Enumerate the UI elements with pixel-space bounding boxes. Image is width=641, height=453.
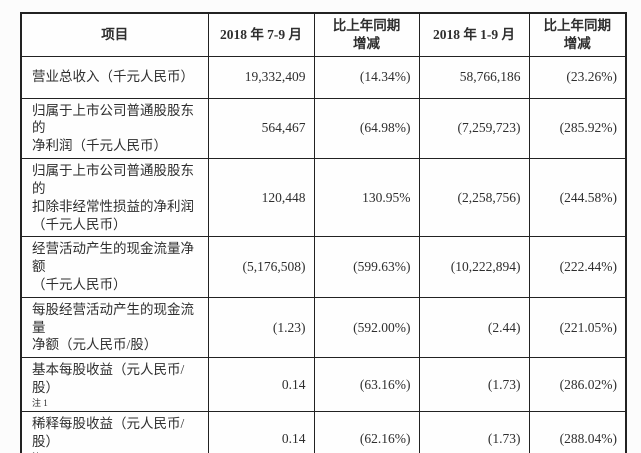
cell-jan-sep-2018: (7,259,723) bbox=[418, 97, 530, 160]
row-label: 稀释每股收益（元人民币/股） bbox=[32, 416, 185, 449]
cell-q-change: (14.34%) bbox=[313, 55, 420, 99]
cell-jul-sep-2018: 120,448 bbox=[207, 158, 315, 238]
cell-jan-sep-2018: 58,766,186 bbox=[418, 55, 530, 99]
cell-ytd-change: (285.92%) bbox=[528, 97, 627, 160]
table-row-net-profit: 归属于上市公司普通股股东的 净利润（千元人民币） 564,467 (64.98%… bbox=[20, 97, 627, 160]
cell-item: 归属于上市公司普通股股东的 扣除非经常性损益的净利润 （千元人民币） bbox=[20, 158, 209, 238]
column-header-ytd-change: 比上年同期 增减 bbox=[528, 12, 627, 57]
column-header-jul-sep-2018: 2018 年 7-9 月 bbox=[207, 12, 315, 57]
cell-jul-sep-2018: 0.14 bbox=[207, 411, 315, 453]
cell-jan-sep-2018: (10,222,894) bbox=[418, 236, 530, 298]
table-row-diluted-eps: 稀释每股收益（元人民币/股） 注 2 0.14 (62.16%) (1.73) (… bbox=[20, 411, 627, 453]
cell-jan-sep-2018: (2,258,756) bbox=[418, 158, 530, 238]
cell-ytd-change: (288.04%) bbox=[528, 411, 627, 453]
cell-item: 营业总收入（千元人民币） bbox=[20, 55, 209, 99]
cell-q-change: (599.63%) bbox=[313, 236, 420, 298]
cell-jul-sep-2018: 0.14 bbox=[207, 357, 315, 413]
table-header-row: 项目 2018 年 7-9 月 比上年同期 增减 2018 年 1-9 月 比上… bbox=[20, 12, 627, 57]
cell-jan-sep-2018: (1.73) bbox=[418, 357, 530, 413]
cell-jan-sep-2018: (1.73) bbox=[418, 411, 530, 453]
cell-jan-sep-2018: (2.44) bbox=[418, 296, 530, 359]
cell-item: 基本每股收益（元人民币/股） 注 1 bbox=[20, 357, 209, 413]
quarterly-financial-summary-table: 项目 2018 年 7-9 月 比上年同期 增减 2018 年 1-9 月 比上… bbox=[20, 12, 627, 453]
table-row-basic-eps: 基本每股收益（元人民币/股） 注 1 0.14 (63.16%) (1.73) (… bbox=[20, 357, 627, 413]
footnote-marker-1: 注 1 bbox=[32, 397, 48, 408]
cell-item: 经营活动产生的现金流量净额 （千元人民币） bbox=[20, 236, 209, 298]
footnote-marker-2: 注 2 bbox=[32, 452, 202, 453]
cell-item: 归属于上市公司普通股股东的 净利润（千元人民币） bbox=[20, 97, 209, 160]
cell-q-change: (592.00%) bbox=[313, 296, 420, 359]
cell-ytd-change: (286.02%) bbox=[528, 357, 627, 413]
cell-ytd-change: (244.58%) bbox=[528, 158, 627, 238]
table-row-total-revenue: 营业总收入（千元人民币） 19,332,409 (14.34%) 58,766,… bbox=[20, 55, 627, 99]
table-row-operating-cash-flow: 经营活动产生的现金流量净额 （千元人民币） (5,176,508) (599.6… bbox=[20, 236, 627, 298]
cell-ytd-change: (23.26%) bbox=[528, 55, 627, 99]
cell-jul-sep-2018: 564,467 bbox=[207, 97, 315, 160]
row-label: 基本每股收益（元人民币/股） bbox=[32, 362, 185, 395]
cell-item: 每股经营活动产生的现金流量 净额（元人民币/股） bbox=[20, 296, 209, 359]
cell-q-change: (64.98%) bbox=[313, 97, 420, 160]
cell-ytd-change: (221.05%) bbox=[528, 296, 627, 359]
cell-jul-sep-2018: (5,176,508) bbox=[207, 236, 315, 298]
column-header-q-change: 比上年同期 增减 bbox=[313, 12, 420, 57]
cell-ytd-change: (222.44%) bbox=[528, 236, 627, 298]
cell-item: 稀释每股收益（元人民币/股） 注 2 bbox=[20, 411, 209, 453]
cell-jul-sep-2018: (1.23) bbox=[207, 296, 315, 359]
column-header-item: 项目 bbox=[20, 12, 209, 57]
column-header-jan-sep-2018: 2018 年 1-9 月 bbox=[418, 12, 530, 57]
cell-q-change: 130.95% bbox=[313, 158, 420, 238]
cell-jul-sep-2018: 19,332,409 bbox=[207, 55, 315, 99]
cell-q-change: (62.16%) bbox=[313, 411, 420, 453]
table-row-net-profit-excl-nonrecurring: 归属于上市公司普通股股东的 扣除非经常性损益的净利润 （千元人民币） 120,4… bbox=[20, 158, 627, 238]
cell-q-change: (63.16%) bbox=[313, 357, 420, 413]
table-row-operating-cash-flow-per-share: 每股经营活动产生的现金流量 净额（元人民币/股） (1.23) (592.00%… bbox=[20, 296, 627, 359]
